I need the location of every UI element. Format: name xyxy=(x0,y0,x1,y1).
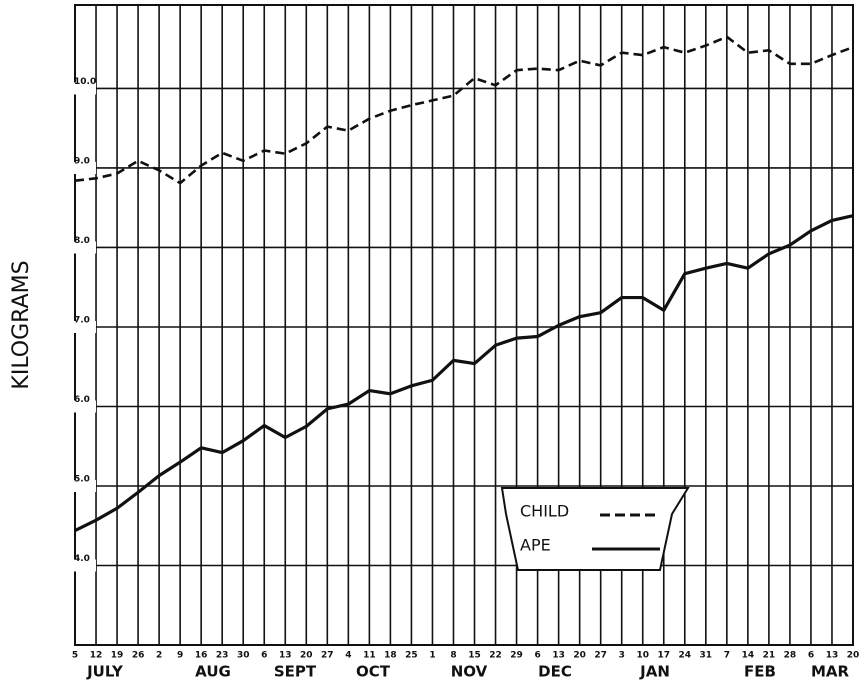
x-tick-label: 26 xyxy=(132,651,145,661)
x-tick-label: 18 xyxy=(384,651,397,661)
x-tick-label: 2 xyxy=(156,651,162,661)
y-tick-label: 7.0 xyxy=(74,315,90,325)
x-tick-label: 30 xyxy=(237,651,250,661)
x-tick-label: 20 xyxy=(300,651,313,661)
x-tick-label: 6 xyxy=(808,651,814,661)
x-tick-label: 28 xyxy=(784,651,797,661)
legend-box xyxy=(500,487,690,571)
x-tick-label: 1 xyxy=(429,651,435,661)
month-label: AUG xyxy=(195,663,231,681)
x-tick-label: 17 xyxy=(657,651,670,661)
month-label: NOV xyxy=(451,663,488,681)
x-tick-label: 29 xyxy=(510,651,523,661)
y-tick-label: 4.0 xyxy=(74,554,90,564)
x-tick-label: 6 xyxy=(534,651,540,661)
tick-label-bg xyxy=(72,479,96,492)
y-tick-label: 8.0 xyxy=(74,236,90,246)
x-tick-label: 9 xyxy=(177,651,183,661)
y-tick-label: 9.0 xyxy=(74,156,90,166)
x-tick-label: 11 xyxy=(363,651,376,661)
x-tick-label: 27 xyxy=(321,651,334,661)
tick-label-bg xyxy=(72,559,96,572)
month-label: MAR xyxy=(811,663,850,681)
x-tick-label: 21 xyxy=(763,651,776,661)
x-tick-label: 12 xyxy=(90,651,103,661)
legend-label: APE xyxy=(520,536,551,555)
series-line xyxy=(74,214,854,532)
x-tick-label: 4 xyxy=(345,651,351,661)
x-tick-label: 5 xyxy=(72,651,78,661)
x-tick-label: 3 xyxy=(619,651,625,661)
x-tick-label: 22 xyxy=(489,651,502,661)
x-tick-label: 8 xyxy=(450,651,456,661)
x-tick-label: 27 xyxy=(594,651,607,661)
x-tick-label: 13 xyxy=(552,651,565,661)
tick-label-bg xyxy=(72,320,96,333)
plot-frame xyxy=(74,4,854,646)
x-tick-label: 24 xyxy=(679,651,692,661)
tick-label-bg xyxy=(72,82,96,95)
month-label: JAN xyxy=(639,663,670,681)
legend: CHILD APE xyxy=(500,487,690,571)
tick-label-bg xyxy=(72,161,96,174)
x-tick-label: 20 xyxy=(573,651,586,661)
tick-label-bg xyxy=(72,241,96,254)
month-label: FEB xyxy=(744,663,776,681)
x-tick-label: 31 xyxy=(700,651,713,661)
month-label: JULY xyxy=(86,663,124,681)
x-tick-label: 15 xyxy=(468,651,481,661)
x-tick-label: 23 xyxy=(216,651,229,661)
y-tick-label: 5.0 xyxy=(74,474,90,484)
x-tick-label: 14 xyxy=(742,651,755,661)
x-tick-label: 25 xyxy=(405,651,418,661)
x-tick-label: 10 xyxy=(636,651,649,661)
month-label: DEC xyxy=(538,663,572,681)
x-tick-label: 13 xyxy=(279,651,292,661)
y-tick-label: 10.0 xyxy=(74,77,96,87)
x-tick-label: 20 xyxy=(847,651,860,661)
legend-label: CHILD xyxy=(520,502,569,521)
x-tick-label: 19 xyxy=(111,651,124,661)
y-axis-label: KILOGRAMS xyxy=(9,260,34,389)
x-tick-label: 16 xyxy=(195,651,208,661)
month-label: SEPT xyxy=(274,663,317,681)
tick-label-bg xyxy=(72,400,96,413)
x-tick-label: 13 xyxy=(826,651,839,661)
y-tick-label: 6.0 xyxy=(74,395,90,405)
series-line xyxy=(74,35,854,185)
month-label: OCT xyxy=(356,663,391,681)
x-tick-label: 6 xyxy=(261,651,267,661)
x-tick-label: 7 xyxy=(724,651,730,661)
